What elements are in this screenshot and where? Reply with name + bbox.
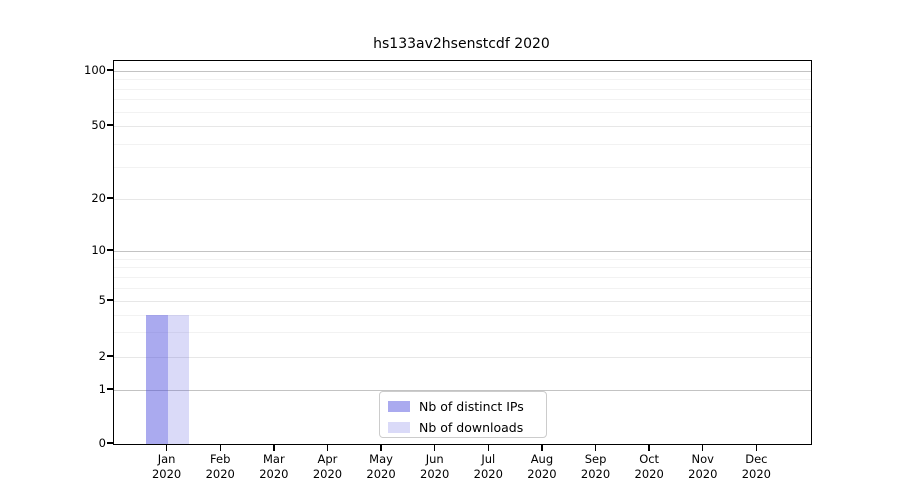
y-tick-label: 10 — [91, 243, 106, 257]
x-tick-mark — [487, 444, 489, 451]
x-tick-year: 2020 — [366, 467, 396, 481]
x-tick-label: Oct 2020 — [621, 452, 677, 482]
y-tick-mark — [107, 442, 113, 444]
x-tick-year: 2020 — [688, 467, 718, 481]
y-tick-label: 5 — [98, 292, 106, 307]
major-gridline — [114, 70, 811, 72]
bar-distinct-ips — [145, 314, 168, 444]
x-tick-mark — [326, 444, 329, 451]
y-tick-mark — [107, 124, 113, 126]
legend-label: Nb of distinct IPs — [419, 399, 524, 414]
minor-gridline — [114, 258, 811, 260]
legend-row: Nb of downloads — [388, 417, 542, 438]
x-tick-month: Nov — [691, 452, 714, 466]
y-tick-mark — [107, 355, 113, 357]
y-tick-label: 2 — [98, 348, 106, 363]
y-tick-label: 100 — [84, 62, 106, 77]
minor-gridline — [114, 276, 811, 278]
major-gridline — [114, 389, 811, 391]
x-tick-mark — [648, 444, 650, 451]
x-tick-label: Aug 2020 — [514, 452, 570, 482]
x-tick-month: Oct — [639, 452, 660, 466]
y-tick-mark — [107, 249, 113, 251]
x-tick-month: Aug — [530, 452, 554, 466]
chart-title: hs133av2hsenstcdf 2020 — [373, 36, 550, 52]
x-tick-mark — [702, 444, 704, 451]
legend-swatch — [388, 401, 410, 412]
x-tick-label: Apr 2020 — [299, 452, 355, 482]
minor-gridline — [114, 79, 811, 81]
x-tick-mark — [380, 444, 382, 451]
x-tick-mark — [755, 444, 758, 451]
x-tick-label: Mar 2020 — [246, 452, 302, 482]
major-gridline — [114, 125, 811, 127]
x-tick-label: Feb 2020 — [192, 452, 248, 482]
y-tick-label: 20 — [91, 190, 106, 205]
x-tick-mark — [219, 444, 221, 451]
y-tick-mark — [107, 299, 113, 301]
bar-downloads — [167, 314, 190, 444]
x-tick-label: Nov 2020 — [675, 452, 731, 482]
y-tick-mark — [107, 388, 113, 390]
x-tick-label: Jul 2020 — [460, 452, 516, 482]
x-tick-month: Dec — [745, 452, 768, 466]
minor-gridline — [114, 267, 811, 269]
x-tick-label: May 2020 — [353, 452, 409, 482]
major-gridline — [114, 300, 811, 302]
x-tick-month: Apr — [317, 452, 338, 466]
x-tick-year: 2020 — [205, 467, 235, 481]
legend-swatch — [388, 422, 410, 433]
minor-gridline — [114, 166, 811, 168]
major-gridline — [114, 356, 811, 358]
x-tick-mark — [273, 444, 275, 451]
x-tick-month: May — [369, 452, 393, 466]
y-tick-label: 1 — [98, 381, 106, 396]
x-tick-month: Jan — [157, 452, 176, 466]
legend: Nb of distinct IPs Nb of downloads — [379, 391, 547, 438]
minor-gridline — [114, 88, 811, 90]
minor-gridline — [114, 111, 811, 113]
x-tick-month: Jun — [425, 452, 444, 466]
x-tick-label: Dec 2020 — [728, 452, 784, 482]
x-tick-month: Jul — [481, 452, 496, 466]
x-tick-label: Jun 2020 — [407, 452, 463, 482]
x-tick-year: 2020 — [741, 467, 772, 481]
x-tick-year: 2020 — [420, 467, 450, 481]
x-tick-year: 2020 — [259, 467, 289, 481]
x-tick-mark — [594, 444, 597, 451]
x-tick-month: Mar — [262, 452, 285, 466]
y-tick-label: 0 — [98, 436, 106, 450]
x-tick-month: Feb — [210, 452, 231, 466]
x-tick-label: Sep 2020 — [568, 452, 624, 482]
minor-gridline — [114, 332, 811, 334]
x-tick-year: 2020 — [634, 467, 664, 481]
minor-gridline — [114, 143, 811, 145]
x-tick-mark — [433, 444, 436, 451]
x-tick-year: 2020 — [580, 467, 611, 481]
minor-gridline — [114, 314, 811, 316]
plot-area: Nb of distinct IPs Nb of downloads — [113, 60, 812, 445]
x-tick-label: Jan 2020 — [139, 452, 195, 482]
y-tick-label: 50 — [91, 117, 106, 132]
y-tick-mark — [107, 69, 113, 71]
y-tick-mark — [107, 197, 113, 199]
major-gridline — [114, 251, 811, 252]
major-gridline — [114, 198, 811, 200]
x-tick-year: 2020 — [527, 467, 557, 481]
x-tick-year: 2020 — [473, 467, 503, 481]
x-tick-year: 2020 — [151, 467, 182, 481]
legend-row: Nb of distinct IPs — [388, 396, 542, 417]
x-tick-mark — [541, 444, 543, 451]
minor-gridline — [114, 99, 811, 101]
minor-gridline — [114, 287, 811, 289]
x-tick-year: 2020 — [312, 467, 343, 481]
x-tick-month: Sep — [584, 452, 607, 466]
x-tick-mark — [165, 444, 168, 451]
legend-label: Nb of downloads — [419, 420, 524, 435]
